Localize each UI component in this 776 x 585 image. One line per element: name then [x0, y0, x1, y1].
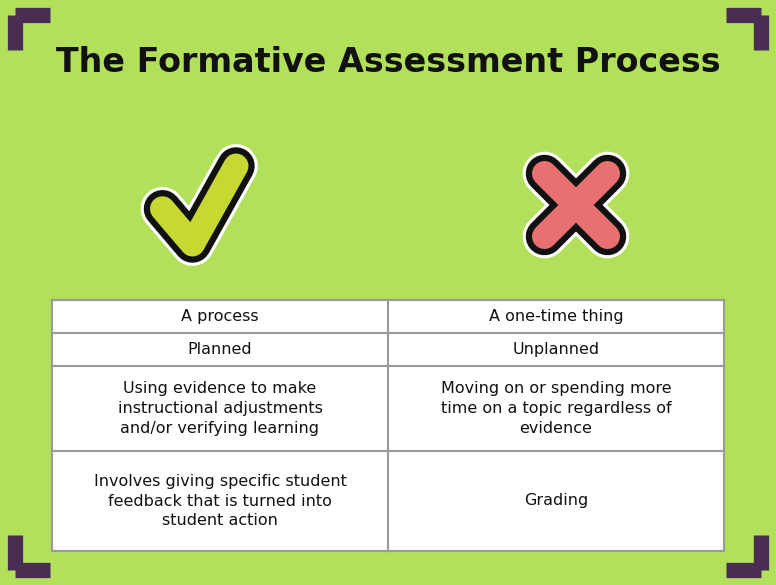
Text: Unplanned: Unplanned [512, 342, 600, 357]
Text: The Formative Assessment Process: The Formative Assessment Process [56, 46, 720, 78]
Text: Involves giving specific student
feedback that is turned into
student action: Involves giving specific student feedbac… [94, 474, 346, 528]
Text: Moving on or spending more
time on a topic regardless of
evidence: Moving on or spending more time on a top… [441, 381, 671, 436]
Text: Grading: Grading [524, 494, 588, 508]
Text: Planned: Planned [188, 342, 252, 357]
Text: A process: A process [181, 309, 259, 324]
FancyBboxPatch shape [52, 300, 724, 551]
Text: A one-time thing: A one-time thing [489, 309, 623, 324]
Text: Using evidence to make
instructional adjustments
and/or verifying learning: Using evidence to make instructional adj… [117, 381, 323, 436]
